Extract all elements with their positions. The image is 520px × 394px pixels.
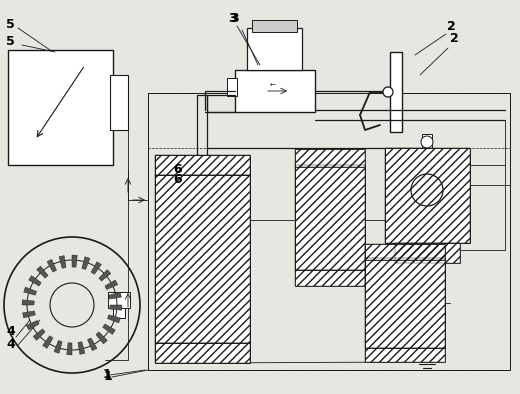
Bar bbox=[365, 258, 445, 348]
Polygon shape bbox=[99, 269, 111, 281]
Bar bbox=[422, 134, 432, 150]
Bar bbox=[295, 270, 365, 286]
Text: 5: 5 bbox=[6, 35, 15, 48]
Bar bbox=[155, 175, 250, 343]
Polygon shape bbox=[82, 257, 90, 269]
Polygon shape bbox=[29, 276, 41, 286]
Circle shape bbox=[420, 244, 434, 258]
Polygon shape bbox=[105, 280, 118, 290]
Bar bbox=[365, 348, 445, 362]
Polygon shape bbox=[59, 256, 66, 268]
Polygon shape bbox=[22, 311, 35, 318]
Text: 6: 6 bbox=[173, 163, 181, 176]
Bar bbox=[365, 244, 445, 260]
Bar bbox=[155, 343, 250, 363]
Bar bbox=[108, 292, 130, 308]
Bar bbox=[395, 243, 460, 263]
Bar bbox=[385, 148, 470, 243]
Text: ←: ← bbox=[270, 83, 276, 89]
Text: 1: 1 bbox=[104, 370, 113, 383]
Polygon shape bbox=[36, 266, 48, 278]
Polygon shape bbox=[78, 342, 85, 354]
Text: 4: 4 bbox=[6, 338, 15, 351]
Bar bbox=[295, 149, 365, 167]
Text: 4: 4 bbox=[6, 325, 15, 338]
Circle shape bbox=[421, 136, 433, 148]
Circle shape bbox=[411, 174, 443, 206]
Bar bbox=[295, 165, 365, 270]
Bar bbox=[235, 70, 315, 112]
Bar bbox=[227, 78, 237, 96]
Polygon shape bbox=[96, 332, 107, 344]
Bar bbox=[155, 175, 250, 343]
Text: 3: 3 bbox=[230, 12, 239, 25]
Text: 5: 5 bbox=[6, 18, 15, 31]
Text: 3: 3 bbox=[228, 12, 237, 25]
Polygon shape bbox=[108, 315, 120, 323]
Polygon shape bbox=[24, 287, 36, 295]
Polygon shape bbox=[27, 320, 39, 330]
Polygon shape bbox=[87, 338, 97, 351]
Polygon shape bbox=[72, 255, 77, 267]
Bar bbox=[110, 75, 128, 130]
Polygon shape bbox=[110, 305, 122, 310]
Bar bbox=[113, 308, 125, 318]
Bar bbox=[148, 93, 510, 370]
Bar bbox=[155, 155, 250, 175]
Bar bbox=[295, 270, 365, 286]
Polygon shape bbox=[47, 259, 57, 272]
Polygon shape bbox=[54, 340, 62, 353]
Bar bbox=[390, 52, 402, 132]
Circle shape bbox=[383, 87, 393, 97]
Bar bbox=[365, 244, 445, 260]
Polygon shape bbox=[91, 262, 101, 274]
Polygon shape bbox=[22, 300, 34, 305]
Bar bbox=[155, 155, 250, 175]
Polygon shape bbox=[109, 292, 121, 299]
Bar bbox=[295, 149, 365, 167]
Bar bbox=[385, 148, 470, 243]
Text: 1: 1 bbox=[103, 368, 112, 381]
Bar bbox=[295, 165, 365, 270]
Bar bbox=[365, 258, 445, 348]
Bar bbox=[373, 268, 437, 338]
Bar bbox=[252, 20, 297, 32]
Polygon shape bbox=[43, 336, 53, 348]
Polygon shape bbox=[67, 343, 72, 355]
Text: 2: 2 bbox=[450, 32, 459, 45]
Text: 2: 2 bbox=[447, 20, 456, 33]
Text: 6: 6 bbox=[173, 173, 181, 186]
Bar bbox=[8, 50, 113, 165]
Bar bbox=[148, 93, 510, 370]
Bar bbox=[155, 343, 250, 363]
Bar bbox=[395, 243, 460, 263]
Circle shape bbox=[421, 259, 433, 271]
Bar bbox=[167, 190, 238, 328]
Bar bbox=[395, 158, 460, 233]
Bar bbox=[247, 28, 302, 70]
Bar bbox=[303, 175, 357, 260]
Bar bbox=[365, 348, 445, 362]
Polygon shape bbox=[33, 329, 45, 340]
Polygon shape bbox=[103, 324, 115, 335]
